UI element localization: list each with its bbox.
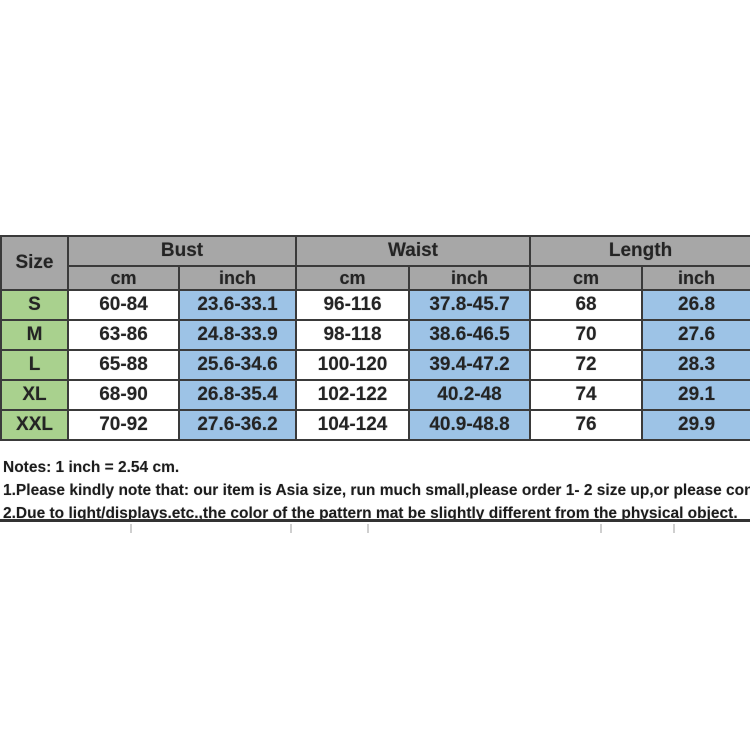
column-border-remnant	[130, 524, 132, 533]
header-bust-inch: inch	[177, 265, 298, 291]
waist-inch-value: 39.4-47.2	[408, 349, 532, 381]
bust-cm-value: 70-92	[67, 409, 180, 441]
column-border-remnant	[600, 524, 602, 533]
header-bust: Bust	[66, 235, 298, 267]
note-color-disclaimer: 2.Due to light/displays.etc.,the color o…	[3, 505, 738, 522]
size-label: S	[0, 289, 69, 321]
table-row-xxl: XXL 70-92 27.6-36.2 104-124 40.9-48.8 76…	[0, 409, 750, 441]
waist-cm-value: 104-124	[295, 409, 411, 441]
bottom-divider-line	[0, 519, 750, 522]
header-waist-cm: cm	[295, 265, 411, 291]
bust-inch-value: 26.8-35.4	[177, 379, 298, 411]
column-border-remnant	[367, 524, 369, 533]
bust-cm-value: 65-88	[67, 349, 180, 381]
header-waist-inch: inch	[408, 265, 532, 291]
header-unit-row: cm inch cm inch cm inch	[1, 265, 750, 291]
header-size: Size	[0, 235, 69, 291]
waist-inch-value: 40.9-48.8	[408, 409, 532, 441]
waist-cm-value: 98-118	[295, 319, 411, 351]
bust-cm-value: 68-90	[67, 379, 180, 411]
header-length-inch: inch	[641, 265, 750, 291]
waist-cm-value: 96-116	[295, 289, 411, 321]
waist-cm-value: 102-122	[295, 379, 411, 411]
column-border-remnant	[673, 524, 675, 533]
header-waist: Waist	[295, 235, 532, 267]
header-bust-cm: cm	[67, 265, 180, 291]
table-row-l: L 65-88 25.6-34.6 100-120 39.4-47.2 72 2…	[0, 349, 750, 381]
header-group-row: Size Bust Waist Length	[0, 235, 750, 291]
bust-inch-value: 24.8-33.9	[177, 319, 298, 351]
length-inch-value: 27.6	[641, 319, 750, 351]
size-label: M	[0, 319, 69, 351]
waist-inch-value: 38.6-46.5	[408, 319, 532, 351]
size-chart-table: Size Bust Waist Length cm inch cm inch c…	[0, 235, 750, 441]
length-inch-value: 29.1	[641, 379, 750, 411]
size-label: XXL	[0, 409, 69, 441]
length-inch-value: 28.3	[641, 349, 750, 381]
bust-inch-value: 23.6-33.1	[177, 289, 298, 321]
table-row-m: M 63-86 24.8-33.9 98-118 38.6-46.5 70 27…	[0, 319, 750, 351]
note-conversion: Notes: 1 inch = 2.54 cm.	[3, 459, 180, 476]
note-size-advice: 1.Please kindly note that: our item is A…	[3, 482, 750, 499]
length-cm-value: 74	[529, 379, 644, 411]
header-length: Length	[529, 235, 750, 267]
waist-inch-value: 37.8-45.7	[408, 289, 532, 321]
bust-cm-value: 63-86	[67, 319, 180, 351]
length-inch-value: 29.9	[641, 409, 750, 441]
bust-inch-value: 27.6-36.2	[177, 409, 298, 441]
table-row-s: S 60-84 23.6-33.1 96-116 37.8-45.7 68 26…	[0, 289, 750, 321]
table-row-xl: XL 68-90 26.8-35.4 102-122 40.2-48 74 29…	[0, 379, 750, 411]
notes-block: Notes: 1 inch = 2.54 cm. 1.Please kindly…	[3, 456, 750, 525]
column-border-remnant	[290, 524, 292, 533]
length-cm-value: 76	[529, 409, 644, 441]
header-length-cm: cm	[529, 265, 644, 291]
length-cm-value: 70	[529, 319, 644, 351]
length-inch-value: 26.8	[641, 289, 750, 321]
bust-inch-value: 25.6-34.6	[177, 349, 298, 381]
waist-inch-value: 40.2-48	[408, 379, 532, 411]
length-cm-value: 68	[529, 289, 644, 321]
size-label: XL	[0, 379, 69, 411]
bust-cm-value: 60-84	[67, 289, 180, 321]
length-cm-value: 72	[529, 349, 644, 381]
size-label: L	[0, 349, 69, 381]
waist-cm-value: 100-120	[295, 349, 411, 381]
